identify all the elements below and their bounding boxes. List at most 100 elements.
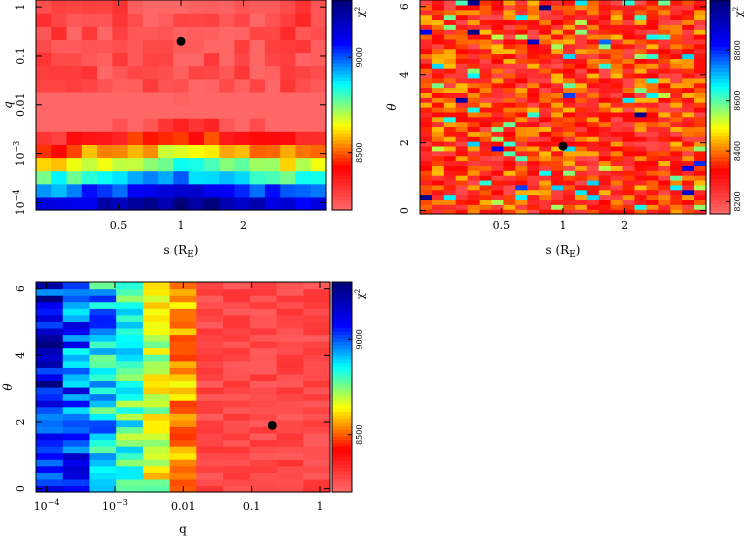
heatmap-cell <box>173 91 190 106</box>
heatmap-cell <box>586 102 600 108</box>
heatmap-cell <box>658 145 671 152</box>
heatmap-cell <box>646 97 659 103</box>
heatmap-cell <box>431 179 445 186</box>
heatmap-cell <box>658 102 671 108</box>
heatmap-cell <box>527 160 540 166</box>
heatmap-cell <box>223 426 251 434</box>
heatmap-cell <box>112 65 129 80</box>
heatmap-cell <box>36 452 64 460</box>
heatmap-cell <box>467 145 481 152</box>
heatmap-cell <box>515 29 528 35</box>
heatmap-cell <box>36 327 64 336</box>
heatmap-cell <box>431 136 445 142</box>
heatmap-cell <box>682 29 695 35</box>
heatmap-cell <box>694 72 707 79</box>
heatmap-cell <box>551 107 564 113</box>
heatmap-cell <box>264 91 281 106</box>
heatmap-cell <box>431 199 445 205</box>
heatmap-cell <box>280 131 297 145</box>
heatmap-cell <box>276 400 304 408</box>
colorbar-segment <box>332 436 352 441</box>
heatmap-cell <box>491 131 505 137</box>
heatmap-cell <box>598 48 612 55</box>
heatmap-cell <box>694 175 707 181</box>
heatmap-cell <box>223 393 251 401</box>
heatmap-cell <box>249 52 266 67</box>
heatmap-cell <box>527 0 540 6</box>
heatmap-cell <box>658 175 671 181</box>
heatmap-cell <box>158 118 174 132</box>
heatmap-cell <box>280 183 297 198</box>
heatmap-cell <box>586 38 600 45</box>
heatmap-cell <box>610 141 624 147</box>
heatmap-cell <box>127 26 144 40</box>
heatmap-cell <box>89 413 117 421</box>
heatmap-cell <box>586 126 600 132</box>
heatmap-cell <box>574 34 588 40</box>
heatmap-cell <box>158 183 174 198</box>
heatmap-cell <box>574 38 588 45</box>
colorbar-segment <box>710 0 730 5</box>
heatmap-cell <box>455 4 469 11</box>
colorbar-segment <box>332 21 352 26</box>
heatmap-cell <box>97 170 113 185</box>
heatmap-cell <box>491 53 505 59</box>
heatmap-cell <box>527 58 540 64</box>
heatmap-cell <box>89 439 117 447</box>
heatmap-cell <box>682 199 695 205</box>
heatmap-cell <box>420 126 433 132</box>
heatmap-cell <box>491 97 505 103</box>
heatmap-cell <box>634 53 648 59</box>
colorbar-segment <box>332 390 352 395</box>
heatmap-cell <box>634 155 648 162</box>
heatmap-cell <box>622 4 636 11</box>
heatmap-cell <box>142 387 171 395</box>
heatmap-cell <box>479 126 493 132</box>
heatmap-cell <box>116 373 144 382</box>
heatmap-cell <box>264 118 281 132</box>
heatmap-cell <box>670 160 683 166</box>
heatmap-cell <box>169 459 197 467</box>
colorbar-segment <box>332 154 352 159</box>
heatmap-cell <box>467 126 481 132</box>
heatmap-cell <box>249 78 266 93</box>
heatmap-cell <box>479 184 493 191</box>
heatmap-cell <box>116 288 144 296</box>
heatmap-cell <box>142 26 159 40</box>
y-tick-label: 4 <box>398 71 411 78</box>
heatmap-cell <box>66 26 83 40</box>
heatmap-cell <box>127 0 144 14</box>
heatmap-cell <box>173 65 190 80</box>
heatmap-cell <box>36 432 64 441</box>
heatmap-cell <box>264 13 281 27</box>
heatmap-cell <box>622 155 636 162</box>
heatmap-cell <box>670 136 683 142</box>
heatmap-cell <box>586 4 600 11</box>
heatmap-cell <box>479 24 493 30</box>
heatmap-cell <box>622 63 636 69</box>
heatmap-cell <box>527 97 540 103</box>
heatmap-cell <box>586 116 600 123</box>
heatmap-cell <box>574 131 588 137</box>
heatmap-cell <box>598 24 612 30</box>
heatmap-cell <box>219 183 236 198</box>
heatmap-cell <box>539 116 552 123</box>
heatmap-cell <box>303 419 331 427</box>
heatmap-cell <box>479 102 493 108</box>
heatmap-cell <box>622 38 636 45</box>
colorbar-segment <box>332 443 352 448</box>
heatmap-cell <box>420 175 433 181</box>
heatmap-cell <box>276 485 304 493</box>
heatmap-cell <box>670 209 683 215</box>
heatmap-cell <box>479 58 493 64</box>
heatmap-cell <box>142 327 171 336</box>
colorbar-segment <box>332 66 352 71</box>
heatmap-cell <box>223 347 251 355</box>
heatmap-cell <box>586 82 600 89</box>
heatmap-cell <box>610 24 624 30</box>
heatmap-cell <box>420 184 433 191</box>
heatmap-cell <box>223 308 251 316</box>
heatmap-cell <box>276 426 304 434</box>
